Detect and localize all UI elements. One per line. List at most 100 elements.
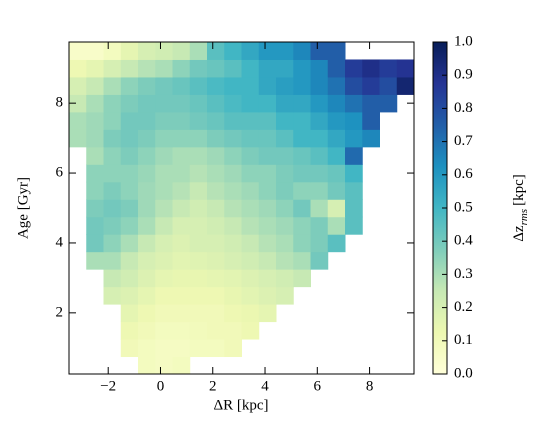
heat-cell: [310, 129, 329, 148]
heat-cell: [207, 94, 225, 113]
heat-cell: [138, 181, 156, 200]
heat-cell: [103, 286, 122, 305]
heat-cell: [103, 146, 122, 165]
heat-cell: [276, 42, 294, 60]
colorbar-tick-label: 0.7: [454, 133, 473, 149]
heat-cell: [362, 76, 380, 95]
heat-cell: [69, 76, 87, 95]
heat-cell: [276, 181, 294, 200]
heat-cell: [69, 94, 87, 113]
heat-cell: [120, 59, 139, 78]
heat-cell: [155, 269, 173, 288]
heat-cell: [258, 42, 277, 60]
heat-cell: [293, 129, 311, 148]
heat-cell: [310, 146, 329, 165]
heat-cell: [172, 164, 191, 183]
heat-cell: [207, 42, 225, 60]
heat-cell: [241, 129, 260, 148]
heat-cell: [224, 216, 242, 235]
colorbar-tick-label: 0.8: [454, 100, 473, 116]
x-tick-label: 6: [314, 378, 322, 394]
heat-cell: [86, 234, 104, 253]
heat-cell: [258, 76, 277, 95]
heat-cell: [172, 356, 191, 375]
heat-cell: [258, 94, 277, 113]
heat-cell: [241, 181, 260, 200]
heat-cell: [241, 286, 260, 305]
colorbar-tick-label: 0.6: [454, 166, 473, 182]
x-tick-label: 2: [209, 378, 217, 394]
heat-cell: [224, 234, 242, 253]
heat-cell: [207, 111, 225, 130]
heat-cell: [138, 199, 156, 218]
heat-cell: [362, 129, 380, 148]
heat-cell: [258, 146, 277, 165]
heat-cell: [172, 111, 191, 130]
heat-cell: [327, 94, 346, 113]
heat-cell: [327, 164, 346, 183]
heat-cell: [207, 199, 225, 218]
heat-cell: [276, 146, 294, 165]
heat-cell: [172, 339, 191, 358]
y-axis-label: Age [Gyr]: [15, 177, 31, 239]
heat-cell: [120, 269, 139, 288]
heat-cell: [345, 181, 363, 200]
heat-cell: [103, 234, 122, 253]
heat-cell: [293, 94, 311, 113]
heat-cell: [189, 339, 208, 358]
heat-cell: [189, 129, 208, 148]
heat-cell: [345, 76, 363, 95]
heat-cell: [138, 251, 156, 270]
heat-cell: [258, 164, 277, 183]
heat-cell: [224, 111, 242, 130]
heat-cell: [189, 42, 208, 60]
heat-cell: [396, 76, 415, 95]
heat-cell: [327, 59, 346, 78]
heat-cell: [293, 146, 311, 165]
heat-cell: [138, 321, 156, 340]
heat-cell: [224, 181, 242, 200]
heat-cell: [172, 234, 191, 253]
colorbar-tick-label: 0.5: [454, 199, 473, 215]
heat-cell: [207, 181, 225, 200]
heat-cell: [310, 199, 329, 218]
heat-cell: [276, 269, 294, 288]
heat-cell: [138, 216, 156, 235]
heat-cell: [155, 251, 173, 270]
heat-cell: [103, 94, 122, 113]
colorbar-label-main: Δz: [511, 225, 527, 242]
heat-cell: [327, 42, 346, 60]
heat-cell: [120, 94, 139, 113]
heat-cell: [155, 129, 173, 148]
heat-cell: [345, 216, 363, 235]
heat-cell: [207, 339, 225, 358]
heat-cell: [207, 76, 225, 95]
colorbar-label: Δzrms [kpc]: [511, 174, 529, 241]
heat-cell: [310, 251, 329, 270]
heat-cell: [241, 199, 260, 218]
heat-cell: [293, 42, 311, 60]
heat-cell: [207, 59, 225, 78]
heat-cell: [172, 42, 191, 60]
heat-cell: [120, 129, 139, 148]
heat-cell: [241, 111, 260, 130]
heat-cell: [207, 146, 225, 165]
x-axis-label: ΔR [kpc]: [213, 397, 268, 413]
heat-cell: [293, 181, 311, 200]
heat-cell: [241, 42, 260, 60]
heat-cell: [172, 269, 191, 288]
heat-cell: [120, 251, 139, 270]
heat-cell: [310, 59, 329, 78]
heat-cell: [293, 199, 311, 218]
heat-cell: [138, 356, 156, 375]
heat-cell: [293, 269, 311, 288]
heat-cell: [189, 321, 208, 340]
heat-cell: [207, 251, 225, 270]
heat-cell: [120, 286, 139, 305]
heat-cell: [172, 321, 191, 340]
heat-cell: [345, 94, 363, 113]
colorbar-tick-label: 0.9: [454, 67, 473, 83]
heat-cell: [69, 129, 87, 148]
heat-cell: [258, 59, 277, 78]
heat-cell: [258, 111, 277, 130]
